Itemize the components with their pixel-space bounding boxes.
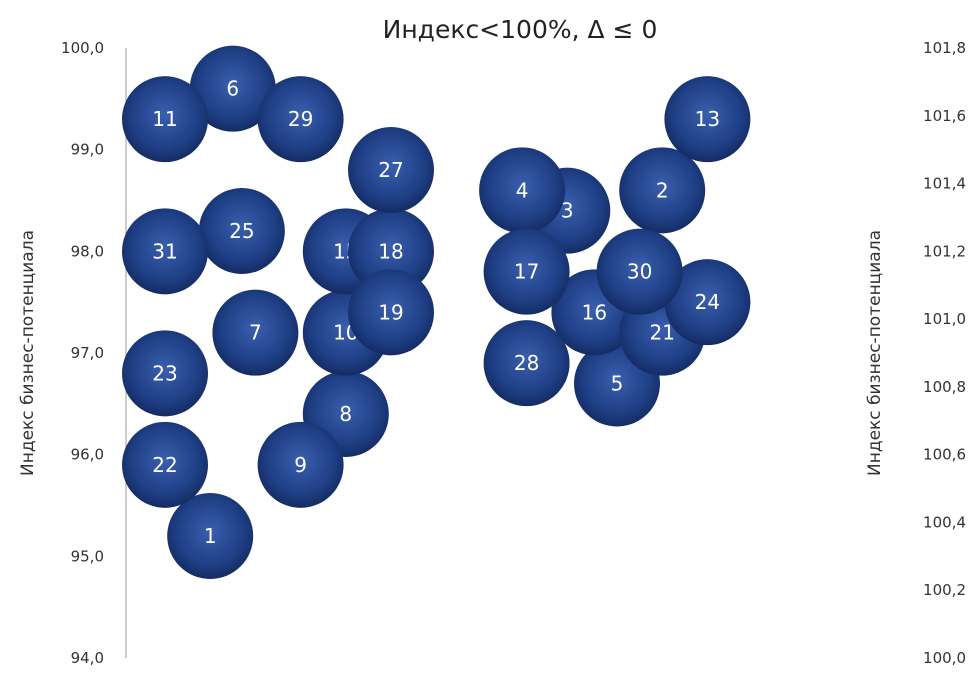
bubble-circle — [479, 147, 566, 234]
bubble-label: 23 — [152, 361, 177, 385]
bubble-6: 6 — [189, 45, 276, 132]
bubble-24: 24 — [664, 259, 751, 346]
bubble-label: 28 — [514, 351, 539, 375]
bubble-label: 2 — [656, 178, 669, 202]
bubble-23: 23 — [122, 330, 208, 417]
left-tick-label: 98,0 — [71, 242, 104, 260]
bubble-label: 27 — [378, 158, 403, 182]
bubble-label: 7 — [249, 321, 262, 345]
bubble-circle — [212, 289, 299, 376]
bubble-label: 25 — [229, 219, 254, 243]
left-tick-label: 95,0 — [71, 547, 104, 565]
bubble-label: 18 — [378, 239, 403, 263]
bubble-circle — [257, 76, 344, 163]
right-tick-label: 100,6 — [923, 446, 966, 464]
left-axis-label: Индекс бизнес-потенциала — [18, 230, 38, 476]
bubble-circle — [348, 269, 434, 356]
right-tick-label: 101,0 — [923, 310, 966, 328]
bubble-label: 19 — [378, 300, 403, 324]
bubble-label: 8 — [339, 402, 352, 426]
bubble-label: 16 — [582, 300, 607, 324]
bubble-25: 25 — [198, 188, 285, 274]
left-axis-ticks: 94,0 95,0 96,0 97,0 98,0 99,0 100,0 — [61, 39, 104, 667]
right-axis-ticks: 100,0 100,2 100,4 100,6 100,8 101,0 101,2 101,4… — [923, 39, 966, 667]
bubble-circle — [664, 76, 751, 163]
bubble-28: 28 — [483, 320, 570, 407]
right-tick-label: 101,2 — [923, 242, 966, 260]
right-tick-label: 101,8 — [923, 39, 966, 57]
bubble-label: 29 — [288, 107, 313, 131]
bubble-2: 2 — [619, 147, 706, 234]
bubble-label: 24 — [695, 290, 720, 314]
right-tick-label: 100,8 — [923, 378, 966, 396]
right-tick-label: 100,2 — [923, 581, 966, 599]
left-tick-label: 96,0 — [71, 446, 104, 464]
bubble-label: 4 — [516, 178, 529, 202]
bubble-circle — [189, 45, 276, 132]
bubble-label: 5 — [611, 372, 624, 396]
bubble-circle — [122, 421, 208, 508]
bubble-31: 31 — [122, 208, 208, 295]
bubble-7: 7 — [212, 289, 299, 376]
bubble-label: 31 — [152, 239, 177, 263]
right-tick-label: 101,4 — [923, 175, 966, 193]
bubble-17: 17 — [483, 228, 570, 315]
bubble-circle — [348, 208, 434, 295]
right-axis-label: Индекс бизнес-потенциала — [865, 230, 885, 476]
bubble-circle — [483, 228, 570, 315]
left-tick-label: 100,0 — [61, 39, 104, 57]
bubble-1: 1 — [167, 493, 254, 579]
bubble-circle — [596, 228, 683, 315]
bubble-label: 6 — [226, 77, 239, 101]
bubble-11: 11 — [122, 76, 208, 163]
bubble-circle — [167, 493, 254, 579]
bubble-circle — [348, 127, 434, 213]
bubble-19: 19 — [348, 269, 434, 356]
bubble-9: 9 — [257, 421, 344, 508]
bubble-label: 22 — [152, 453, 177, 477]
right-tick-label: 101,6 — [923, 107, 966, 125]
bubble-circle — [664, 259, 751, 346]
bubble-label: 13 — [695, 107, 720, 131]
bubble-13: 13 — [664, 76, 751, 163]
bubble-label: 3 — [561, 199, 574, 223]
bubble-label: 30 — [627, 260, 652, 284]
right-tick-label: 100,0 — [923, 649, 966, 667]
bubble-18: 18 — [348, 208, 434, 295]
bubble-circle — [257, 421, 344, 508]
bubble-label: 17 — [514, 260, 539, 284]
bubble-label: 21 — [649, 321, 674, 345]
left-tick-label: 99,0 — [71, 141, 104, 159]
left-tick-label: 97,0 — [71, 344, 104, 362]
bubble-circle — [619, 147, 706, 234]
bubble-4: 4 — [479, 147, 566, 234]
bubble-label: 1 — [204, 524, 217, 548]
bubble-circle — [122, 76, 208, 163]
chart-title: Индекс<100%, Δ ≤ 0 — [383, 15, 658, 44]
bubble-circle — [483, 320, 570, 407]
bubble-27: 27 — [348, 127, 434, 213]
bubble-circle — [122, 208, 208, 295]
bubble-label: 9 — [294, 453, 307, 477]
bubble-circle — [198, 188, 285, 274]
bubble-29: 29 — [257, 76, 344, 163]
bubble-label: 11 — [152, 107, 177, 131]
bubble-22: 22 — [122, 421, 208, 508]
left-tick-label: 94,0 — [71, 649, 104, 667]
bubble-30: 30 — [596, 228, 683, 315]
right-tick-label: 100,4 — [923, 513, 966, 531]
bubble-circle — [122, 330, 208, 417]
